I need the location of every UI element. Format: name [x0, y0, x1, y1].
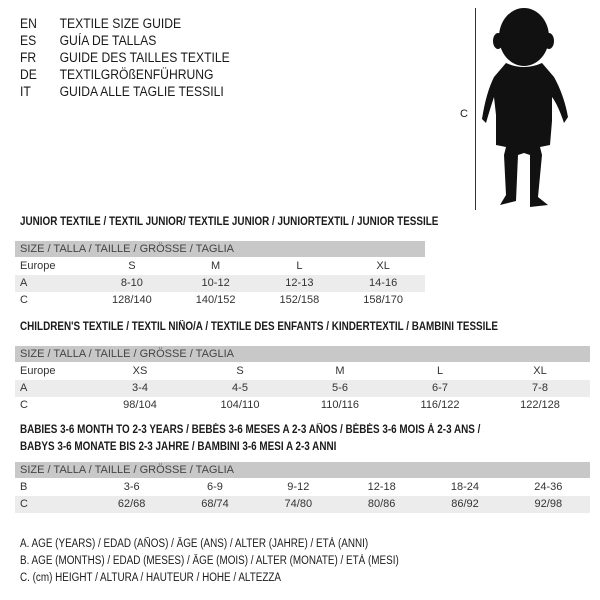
cell: 110/116 — [320, 399, 360, 411]
table-header: SIZE / TALLA / TAILLE / GRÖSSE / TAGLIA — [15, 346, 590, 363]
table-row: Europe XS S M L XL — [15, 363, 590, 380]
lang-text: TEXTILGRÖßENFÜHRUNG — [59, 67, 214, 82]
lang-text: GUÍA DE TALLAS — [59, 33, 157, 48]
cell: 62/68 — [117, 498, 146, 510]
table-row: B 3-6 6-9 9-12 12-18 18-24 24-36 — [15, 479, 590, 496]
junior-title: JUNIOR TEXTILE / TEXTIL JUNIOR/ TEXTILE … — [20, 216, 439, 228]
cell: 12-18 — [367, 481, 396, 493]
cell: M — [211, 260, 221, 272]
legend-c: C. (cm) HEIGHT / ALTURA / HAUTEUR / HÖHE… — [20, 572, 282, 584]
cell: 6-9 — [207, 481, 223, 493]
cell: L — [296, 260, 303, 272]
cell: 122/128 — [520, 399, 560, 411]
row-label: C — [20, 399, 28, 411]
cell: 86/92 — [451, 498, 479, 510]
height-label: C — [460, 108, 468, 120]
cell: 98/104 — [123, 399, 157, 411]
table-header: SIZE / TALLA / TAILLE / GRÖSSE / TAGLIA — [15, 241, 425, 258]
lang-fr: FR GUIDE DES TAILLES TEXTILE — [20, 50, 230, 65]
lang-text: GUIDA ALLE TAGLIE TESSILI — [59, 84, 224, 99]
lang-de: DE TEXTILGRÖßENFÜHRUNG — [20, 67, 214, 82]
cell: 74/80 — [284, 498, 313, 510]
lang-code: IT — [20, 84, 31, 99]
legend-b: B. AGE (MONTHS) / EDAD (MESES) / ÂGE (MO… — [20, 555, 399, 567]
row-label: Europe — [20, 365, 56, 377]
cell: 10-12 — [201, 277, 230, 289]
cell: 68/74 — [201, 498, 229, 510]
row-label: B — [20, 481, 28, 493]
junior-size-table: SIZE / TALLA / TAILLE / GRÖSSE / TAGLIA … — [15, 241, 425, 309]
row-label: C — [20, 498, 28, 510]
cell: L — [436, 365, 444, 377]
cell: XS — [132, 365, 148, 377]
row-label: A — [20, 382, 28, 394]
cell: 128/140 — [111, 294, 152, 306]
children-title: CHILDREN'S TEXTILE / TEXTIL NIÑO/A / TEX… — [20, 321, 499, 333]
cell: 140/152 — [195, 294, 236, 306]
lang-code: EN — [20, 16, 37, 31]
table-row: C 98/104 104/110 110/116 116/122 122/128 — [15, 397, 590, 414]
cell: XL — [533, 365, 547, 377]
cell: 116/122 — [420, 399, 460, 411]
cell: 12-13 — [285, 277, 314, 289]
lang-text: TEXTILE SIZE GUIDE — [59, 16, 182, 31]
cell: 6-7 — [432, 382, 448, 394]
cell: 14-16 — [369, 277, 398, 289]
cell: 7-8 — [532, 382, 548, 394]
babies-size-table: SIZE / TALLA / TAILLE / GRÖSSE / TAGLIA … — [15, 462, 590, 513]
cell: 8-10 — [120, 277, 143, 289]
table-row: Europe S M L XL — [15, 258, 425, 275]
table-header: SIZE / TALLA / TAILLE / GRÖSSE / TAGLIA — [15, 462, 590, 479]
cell: 92/98 — [534, 498, 563, 510]
table-row: A 8-10 10-12 12-13 14-16 — [15, 275, 425, 292]
row-label: A — [20, 277, 28, 289]
row-label: C — [20, 294, 28, 306]
child-silhouette-icon — [482, 8, 568, 207]
babies-title-line1: BABIES 3-6 MONTH TO 2-3 YEARS / BEBÉS 3-… — [20, 424, 481, 436]
cell: 18-24 — [450, 481, 480, 493]
cell: 3-4 — [132, 382, 148, 394]
cell: M — [335, 365, 345, 377]
cell: 80/86 — [367, 498, 396, 510]
table-row: C 62/68 68/74 74/80 80/86 86/92 92/98 — [15, 496, 590, 513]
cell: 24-36 — [534, 481, 563, 493]
lang-code: FR — [20, 50, 37, 65]
cell: 3-6 — [123, 481, 140, 493]
lang-es: ES GUÍA DE TALLAS — [20, 33, 156, 48]
table-row: C 128/140 140/152 152/158 158/170 — [15, 292, 425, 309]
lang-it: IT GUIDA ALLE TAGLIE TESSILI — [20, 84, 224, 99]
lang-code: ES — [20, 33, 37, 48]
children-size-table: SIZE / TALLA / TAILLE / GRÖSSE / TAGLIA … — [15, 346, 590, 414]
babies-title-line2: BABYS 3-6 MONATE BIS 2-3 JAHRE / BAMBINI… — [20, 441, 337, 453]
lang-en: EN TEXTILE SIZE GUIDE — [20, 16, 181, 31]
cell: S — [128, 260, 136, 272]
cell: XL — [376, 260, 390, 272]
cell: S — [236, 365, 244, 377]
lang-code: DE — [20, 67, 37, 82]
cell: 9-12 — [287, 481, 310, 493]
cell: 158/170 — [363, 294, 403, 306]
cell: 104/110 — [220, 399, 260, 411]
table-row: A 3-4 4-5 5-6 6-7 7-8 — [15, 380, 590, 397]
height-line — [475, 8, 476, 210]
cell: 4-5 — [232, 382, 248, 394]
row-label: Europe — [20, 260, 56, 272]
cell: 152/158 — [279, 294, 320, 306]
cell: 5-6 — [332, 382, 348, 394]
legend-a: A. AGE (YEARS) / EDAD (AÑOS) / ÂGE (ANS)… — [20, 538, 369, 550]
lang-text: GUIDE DES TAILLES TEXTILE — [59, 50, 230, 65]
